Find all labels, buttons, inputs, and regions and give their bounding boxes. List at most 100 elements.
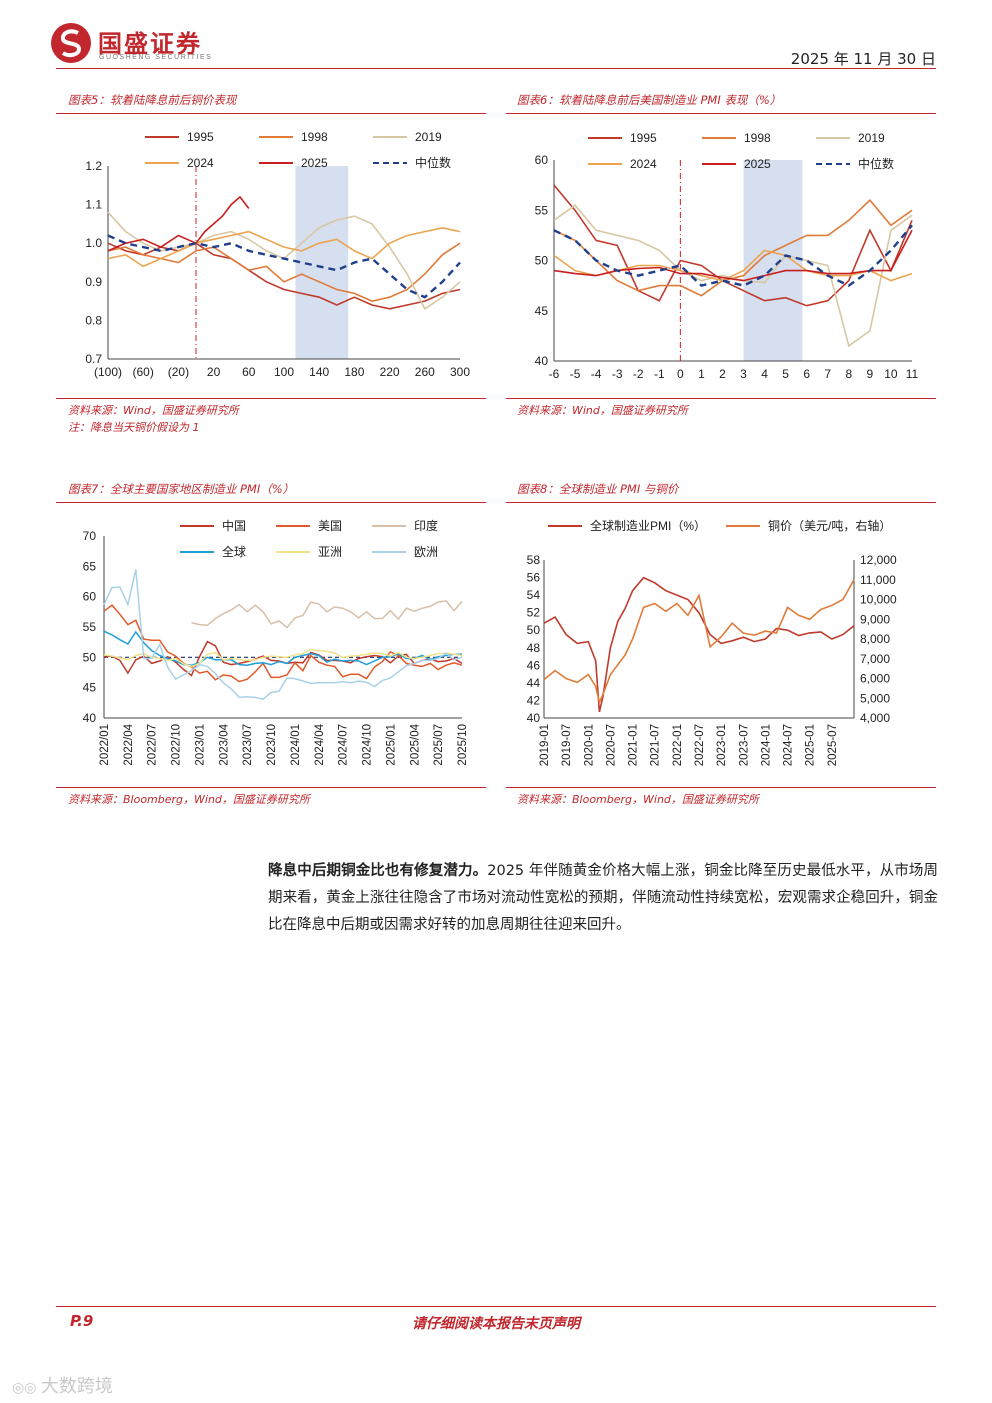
fig5-y-tick-5: 1.2 xyxy=(85,159,102,173)
fig5-series-5 xyxy=(107,234,461,299)
fig5-title: 图表5：软着陆降息前后铜价表现 xyxy=(68,93,237,107)
fig6-x-tick-15: 9 xyxy=(867,367,874,381)
fig8-y2-tick-2: 6,000 xyxy=(860,672,890,686)
fig7-series-4 xyxy=(103,648,463,668)
fig5-legend-label-4: 2025 xyxy=(301,156,328,170)
fig7-x-tick-15: 2025/10 xyxy=(457,724,469,766)
fig6-top-rule xyxy=(506,113,936,114)
fig8-y2-tick-7: 11,000 xyxy=(860,573,896,587)
fig7-top-rule xyxy=(56,502,486,503)
fig7-y-tick-4: 60 xyxy=(83,590,97,604)
fig8-x-tick-4: 2021-01 xyxy=(628,724,640,766)
fig7-x-tick-0: 2022/01 xyxy=(99,724,111,766)
fig8-source: 资料来源：Bloomberg，Wind，国盛证券研究所 xyxy=(517,793,759,806)
fig6-x-tick-6: 0 xyxy=(677,367,684,381)
fig7-source: 资料来源：Bloomberg，Wind，国盛证券研究所 xyxy=(68,793,310,806)
watermark-text: 大数跨境 xyxy=(40,1376,113,1397)
fig6-x-tick-1: -5 xyxy=(570,367,581,381)
fig8-y-tick-2: 44 xyxy=(527,676,541,690)
fig6-series-2 xyxy=(553,204,913,348)
fig7-x-tick-9: 2024/04 xyxy=(314,723,326,765)
fig7-x-tick-13: 2025/04 xyxy=(409,723,421,765)
fig7-x-tick-8: 2024/01 xyxy=(290,724,302,766)
fig8-x-tick-11: 2024-07 xyxy=(783,724,795,766)
fig5-x-tick-1: (60) xyxy=(133,365,154,379)
fig6-legend-label-5: 中位数 xyxy=(858,156,894,171)
fig5-legend-label-0: 1995 xyxy=(187,130,214,144)
fig7-legend-label-1: 美国 xyxy=(318,519,342,533)
logo-name: 国盛证券 xyxy=(98,30,202,58)
disclaimer-note: 请仔细阅读本报告末页声明 xyxy=(412,1316,580,1332)
fig5-x-tick-8: 220 xyxy=(380,365,400,379)
fig7-x-tick-2: 2022/07 xyxy=(147,724,159,766)
fig8-y-tick-6: 52 xyxy=(527,606,541,620)
fig6-x-tick-12: 6 xyxy=(803,367,810,381)
fig7-x-tick-4: 2023/01 xyxy=(194,724,206,766)
watermark-icon: ◎◎ xyxy=(12,1380,41,1396)
logo-subtitle: GUOSHENG SECURITIES xyxy=(99,54,213,61)
fig5-bottom-rule xyxy=(56,398,486,399)
fig6-source: 资料来源：Wind，国盛证券研究所 xyxy=(517,404,688,417)
fig8-y-tick-1: 42 xyxy=(527,693,541,707)
fig8-x-tick-3: 2020-07 xyxy=(605,724,617,766)
fig5-y-tick-0: 0.7 xyxy=(85,352,102,366)
fig8-y-tick-4: 48 xyxy=(527,641,541,655)
fig8-bottom-rule xyxy=(506,787,936,788)
fig6-legend-label-1: 1998 xyxy=(744,131,771,145)
fig8-y-tick-5: 50 xyxy=(527,623,541,637)
fig8-y-tick-7: 54 xyxy=(527,588,541,602)
fig5-series-0 xyxy=(107,242,461,310)
fig6-legend-label-2: 2019 xyxy=(858,131,885,145)
fig5-chart: 0.7 0.8 0.9 1.0 1.1 1.2 (100) (60) (20) 20 60 100 14… xyxy=(85,130,470,379)
fig7-legend-label-4: 亚洲 xyxy=(318,545,342,559)
fig7-x-tick-7: 2023/10 xyxy=(266,724,278,766)
fig8-y2-tick-1: 5,000 xyxy=(860,691,890,705)
fig6-legend-label-0: 1995 xyxy=(630,131,657,145)
fig5-x-tick-0: (100) xyxy=(94,365,122,379)
fig5-legend-label-3: 2024 xyxy=(187,156,214,170)
fig7-legend-label-2: 印度 xyxy=(414,518,438,533)
fig6-x-tick-7: 1 xyxy=(698,367,705,381)
fig7-x-tick-11: 2024/10 xyxy=(362,724,374,766)
fig6-x-tick-17: 11 xyxy=(906,367,919,381)
fig5-x-tick-7: 180 xyxy=(344,365,364,379)
fig6-x-tick-4: -2 xyxy=(633,367,644,381)
fig5-legend-label-2: 2019 xyxy=(415,130,442,144)
fig7-series-5 xyxy=(103,569,463,701)
fig5-series-2 xyxy=(107,211,461,310)
fig7-x-tick-14: 2025/07 xyxy=(433,724,445,766)
fig8-top-rule xyxy=(506,502,936,503)
body-paragraph: 降息中后期铜金比也有修复潜力。2025 年伴随黄金价格大幅上涨，铜金比降至历史最… xyxy=(268,858,938,939)
fig7-y-tick-3: 55 xyxy=(83,620,97,634)
fig7-x-tick-6: 2023/07 xyxy=(242,724,254,766)
fig7-series-2 xyxy=(191,600,463,629)
fig6-x-tick-2: -4 xyxy=(591,367,602,381)
fig6-legend-label-4: 2025 xyxy=(744,157,771,171)
fig5-shaded-region xyxy=(295,166,349,359)
report-date: 2025 年 11 月 30 日 xyxy=(790,50,936,68)
fig6-series-1 xyxy=(553,199,913,297)
fig6-x-tick-8: 2 xyxy=(719,367,726,381)
fig8-x-tick-10: 2024-01 xyxy=(760,724,772,766)
fig7-y-tick-6: 70 xyxy=(83,529,97,543)
fig8-legend-label-1: 铜价（美元/吨，右轴） xyxy=(768,518,891,533)
fig6-y-tick-4: 60 xyxy=(535,153,549,167)
fig8-x-tick-8: 2023-01 xyxy=(716,724,728,766)
fig6-bottom-rule xyxy=(506,398,936,399)
fig8-y-tick-0: 40 xyxy=(527,711,541,725)
fig7-x-tick-5: 2023/04 xyxy=(218,723,230,765)
fig6-series-4 xyxy=(553,229,913,282)
fig5-x-tick-9: 260 xyxy=(415,365,435,379)
para-lead: 降息中后期铜金比也有修复潜力。 xyxy=(268,863,488,879)
fig8-legend-label-0: 全球制造业PMI（%） xyxy=(590,518,706,533)
fig5-series-1 xyxy=(107,242,461,302)
fig5-source: 资料来源：Wind，国盛证券研究所 xyxy=(68,404,239,417)
fig5-x-tick-4: 60 xyxy=(242,365,256,379)
fig7-legend-label-0: 中国 xyxy=(222,518,246,533)
fig5-series-4 xyxy=(107,195,250,252)
fig7-y-tick-5: 65 xyxy=(83,559,97,573)
fig6-x-tick-5: -1 xyxy=(654,367,665,381)
fig8-y-tick-8: 56 xyxy=(527,571,541,585)
fig6-x-tick-14: 8 xyxy=(845,367,852,381)
fig7-chart: 40 45 50 55 60 65 70 2022/01 2022/04 2022/07 2022/… xyxy=(83,518,469,766)
